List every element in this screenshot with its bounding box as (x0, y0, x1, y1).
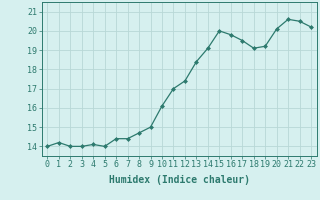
X-axis label: Humidex (Indice chaleur): Humidex (Indice chaleur) (109, 175, 250, 185)
